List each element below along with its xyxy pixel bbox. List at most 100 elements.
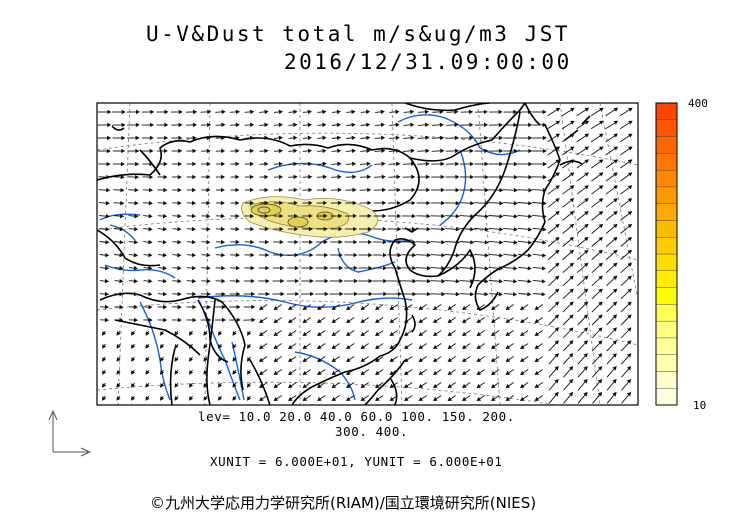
wind-vector-head	[505, 344, 511, 350]
wind-vector-head	[119, 252, 124, 258]
wind-vector-head	[505, 318, 511, 324]
wind-vector-head	[206, 226, 211, 232]
wind-vector-head	[360, 331, 366, 337]
wind-vector-head	[483, 109, 488, 115]
wind-vector-head	[366, 161, 371, 167]
wind-vector-head	[613, 198, 618, 203]
wind-vector-head	[476, 331, 482, 337]
wind-vector-head	[418, 318, 424, 324]
wind-vector-head	[206, 135, 212, 141]
wind-vector-head	[178, 161, 183, 167]
wind-vector-head	[382, 213, 387, 219]
wind-vector-head	[246, 357, 252, 362]
wind-vector-head	[626, 379, 632, 384]
wind-vector-head	[120, 161, 125, 167]
wind-vector-head	[148, 317, 153, 323]
wind-vector-head	[418, 331, 424, 337]
wind-vector-head	[220, 187, 225, 193]
wind-vector-head	[491, 331, 496, 337]
wind-vector-head	[130, 344, 136, 349]
wind-vector-head	[162, 278, 167, 284]
wind-vector-head	[627, 223, 633, 229]
wind-vector-head	[598, 262, 603, 267]
wind-vector-head	[418, 383, 424, 389]
wind-vector-head	[164, 109, 169, 115]
wind-vector-head	[484, 201, 489, 206]
wind-vector-head	[309, 278, 314, 284]
wind-vector-head	[346, 370, 351, 376]
wind-vector-head	[192, 161, 197, 167]
wind-vector-head	[278, 122, 283, 128]
wind-vector-head	[339, 265, 344, 271]
wind-vector-head	[484, 122, 489, 128]
wind-vector-head	[469, 292, 475, 297]
wind-vector-head	[410, 161, 416, 167]
wind-vector-head	[288, 396, 293, 402]
wind-vector-head	[534, 331, 540, 337]
wind-vector-head	[217, 344, 223, 349]
wind-vector-head	[338, 226, 343, 232]
wind-vector-head	[412, 278, 417, 284]
wind-vector-head	[569, 275, 574, 280]
wind-vector-head	[177, 213, 182, 219]
wind-vector-head	[555, 211, 560, 216]
wind-vector-head	[470, 266, 475, 271]
wind-vector-head	[188, 383, 194, 388]
wind-vector-head	[542, 188, 547, 193]
colorbar-swatch	[655, 371, 678, 389]
wind-vector-head	[627, 211, 633, 216]
wind-vector-head	[207, 317, 212, 323]
wind-vector-head	[513, 174, 518, 180]
wind-vector-head	[469, 109, 474, 115]
wind-vector-head	[584, 107, 590, 112]
wind-vector-head	[499, 148, 504, 154]
wind-vector-head	[249, 148, 254, 154]
wind-vector-head	[433, 370, 438, 376]
wind-vector-head	[246, 344, 252, 349]
wind-vector-head	[424, 122, 430, 127]
wind-vector-head	[368, 252, 373, 258]
wind-vector-head	[613, 146, 619, 151]
wind-vector-head	[164, 135, 169, 141]
wind-vector-head	[130, 383, 136, 388]
wind-vector-head	[174, 370, 179, 375]
wind-vector-head	[178, 122, 183, 128]
wind-vector-head	[346, 357, 351, 363]
wind-vector-head	[236, 317, 241, 323]
wind-vector-head	[554, 275, 560, 280]
wind-vector-head	[302, 305, 308, 311]
wind-vector-head	[133, 265, 138, 271]
wind-vector-head	[308, 187, 313, 193]
wind-vector-head	[232, 370, 237, 375]
wind-vector-head	[569, 288, 574, 293]
wind-vector-head	[288, 318, 293, 324]
wind-vector-head	[264, 200, 269, 206]
wind-vector-head	[232, 396, 237, 401]
wind-vector-head	[499, 214, 504, 219]
wind-vector-head	[353, 226, 358, 232]
wind-vector-head	[570, 146, 575, 151]
wind-vector-head	[337, 200, 343, 206]
wind-vector-head	[484, 266, 489, 271]
wind-vector-head	[174, 344, 179, 349]
wind-vector-head	[527, 227, 533, 232]
wind-vector-head	[454, 109, 459, 115]
wind-vector-head	[302, 383, 308, 389]
wind-vector-head	[177, 291, 182, 297]
wind-vector-head	[527, 109, 533, 115]
wind-vector-head	[395, 109, 400, 115]
wind-vector-head	[455, 279, 460, 284]
wind-vector-head	[162, 239, 167, 245]
wind-vector-head	[177, 304, 182, 310]
wind-vector-head	[121, 148, 126, 154]
wind-vector-head	[206, 291, 211, 297]
wind-vector-head	[534, 305, 540, 311]
wind-vector-head	[569, 340, 574, 345]
wind-vector-head	[308, 174, 313, 180]
wind-vector-head	[367, 200, 372, 206]
wind-vector-head	[426, 187, 431, 193]
wind-vector-head	[148, 291, 153, 297]
wind-vector-head	[404, 383, 409, 389]
wind-vector-head	[455, 240, 460, 245]
wind-vector-head	[389, 370, 395, 376]
